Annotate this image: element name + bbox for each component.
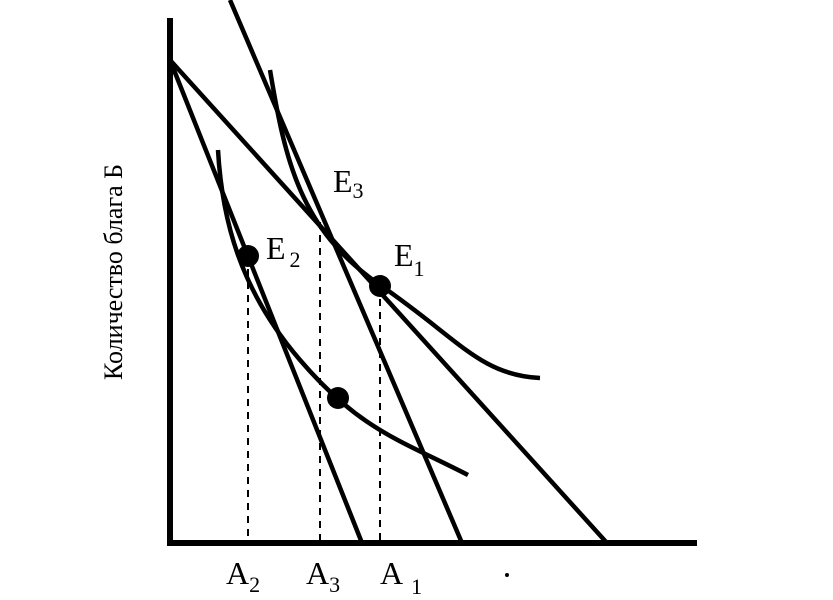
budget-line-1	[168, 58, 609, 545]
point-e2	[237, 245, 259, 267]
stray-dot	[505, 573, 509, 577]
point-e1	[369, 275, 391, 297]
budget-line-3	[227, 0, 465, 544]
tick-label-a2: A2	[226, 555, 260, 597]
indifference-curve-upper	[267, 69, 541, 381]
budget-line-2	[167, 59, 365, 544]
label-e1: E1	[394, 237, 425, 281]
y-axis-label: Количество блага Б	[99, 164, 128, 380]
label-e3: E3	[333, 163, 364, 203]
tick-label-a3: A3	[306, 555, 340, 597]
point-unlabeled	[327, 387, 349, 409]
indifference-curve-lower	[215, 149, 470, 478]
